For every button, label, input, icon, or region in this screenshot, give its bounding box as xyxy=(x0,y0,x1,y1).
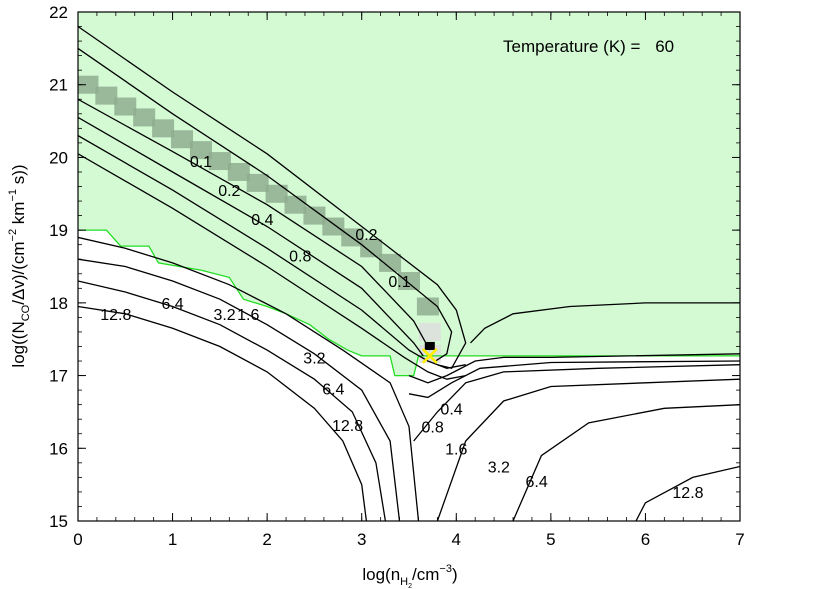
contour-label: 0.2 xyxy=(355,227,377,244)
contour-label: 6.4 xyxy=(161,296,183,313)
y-axis: 15 16 17 18 19 20 21 22 xyxy=(49,3,740,531)
probability-cell xyxy=(114,97,137,116)
probability-cell xyxy=(189,141,212,160)
allowed-region-fill xyxy=(78,12,740,376)
contour-label: 0.1 xyxy=(388,274,410,291)
contour-label: 3.2 xyxy=(488,459,510,476)
y-tick-label: 22 xyxy=(49,3,68,22)
contour-line xyxy=(413,364,740,442)
contour-label: 0.4 xyxy=(440,401,462,418)
temperature-annotation: Temperature (K) = 60 xyxy=(503,37,674,56)
probability-cell xyxy=(398,272,420,291)
contour-label: 12.8 xyxy=(672,485,703,502)
x-axis: 0 1 2 3 4 5 6 7 xyxy=(73,12,745,549)
contour-line xyxy=(78,305,368,521)
probability-cell xyxy=(322,217,345,236)
y-tick-label: 15 xyxy=(49,512,68,531)
x-tick-label: 3 xyxy=(357,530,366,549)
probability-cell xyxy=(95,86,118,105)
x-tick-label: 0 xyxy=(73,530,82,549)
x-axis-title: log(nH2/cm−3) xyxy=(362,563,457,589)
y-tick-label: 21 xyxy=(49,76,68,95)
contour-line xyxy=(78,116,424,357)
contour-label: 12.8 xyxy=(332,418,363,435)
y-tick-label: 18 xyxy=(49,294,68,313)
temperature-label: Temperature (K) = xyxy=(503,37,641,56)
contour-line xyxy=(78,280,387,521)
y-tick-label: 19 xyxy=(49,221,68,240)
contour-label: 0.8 xyxy=(289,249,311,266)
contour-label: 0.8 xyxy=(422,419,444,436)
probability-cell xyxy=(360,239,383,258)
probability-cell xyxy=(416,297,439,316)
probability-cell xyxy=(246,173,269,192)
best-fit-cross xyxy=(421,348,438,364)
best-fit-cell xyxy=(424,341,435,350)
y-axis-title: log((NCO/Δv)/(cm−2 km−1 s)) xyxy=(7,164,32,367)
probability-cell xyxy=(152,119,175,138)
contour-line xyxy=(436,378,740,521)
y-tick-label: 16 xyxy=(49,439,68,458)
contour-label: 0.4 xyxy=(251,212,273,229)
probability-cell xyxy=(303,206,326,225)
contour-label: 3.2 xyxy=(303,350,325,367)
contour-line xyxy=(408,360,740,399)
y-tick-label: 20 xyxy=(49,148,68,167)
x-tick-label: 1 xyxy=(168,530,177,549)
contour-line xyxy=(512,404,740,521)
contour-line xyxy=(78,236,420,521)
probability-cell xyxy=(208,152,231,171)
probability-cell xyxy=(227,162,250,181)
contour-label: 0.2 xyxy=(218,183,240,200)
contour-line xyxy=(78,25,467,370)
contour-label: 3.2 xyxy=(213,307,235,324)
contour-labels: 0.10.20.40.80.20.10.40.81.63.26.412.81.6… xyxy=(100,154,703,502)
contour-line xyxy=(78,98,431,351)
probability-cell xyxy=(379,253,402,272)
x-tick-label: 5 xyxy=(546,530,555,549)
contour-line xyxy=(408,353,740,384)
contour-line xyxy=(78,47,453,362)
contour-label: 12.8 xyxy=(100,307,131,324)
probability-cell xyxy=(265,184,288,203)
probability-cell xyxy=(418,322,441,341)
contour-line xyxy=(78,258,401,521)
x-tick-label: 2 xyxy=(262,530,271,549)
contour-label: 6.4 xyxy=(526,474,548,491)
probability-cell xyxy=(78,75,99,94)
contour-lines xyxy=(78,25,740,521)
y-tick-label: 17 xyxy=(49,367,68,386)
plot-area xyxy=(78,12,740,521)
contour-line xyxy=(78,135,466,369)
contour-label: 0.1 xyxy=(190,154,212,171)
contour-label: 6.4 xyxy=(322,382,344,399)
probability-band xyxy=(78,75,441,363)
contour-line xyxy=(78,153,466,380)
plot-frame xyxy=(77,11,741,522)
x-tick-label: 7 xyxy=(735,530,744,549)
x-tick-label: 4 xyxy=(452,530,461,549)
temperature-value: 60 xyxy=(655,37,674,56)
x-tick-label: 6 xyxy=(641,530,650,549)
contour-line xyxy=(470,302,740,344)
probability-cell xyxy=(133,108,156,127)
best-fit-marker xyxy=(421,341,438,364)
probability-cell xyxy=(284,195,307,214)
contour-line xyxy=(635,465,740,521)
contour-label: 1.6 xyxy=(237,307,259,324)
contour-label: 1.6 xyxy=(445,441,467,458)
probability-cell xyxy=(171,130,194,149)
